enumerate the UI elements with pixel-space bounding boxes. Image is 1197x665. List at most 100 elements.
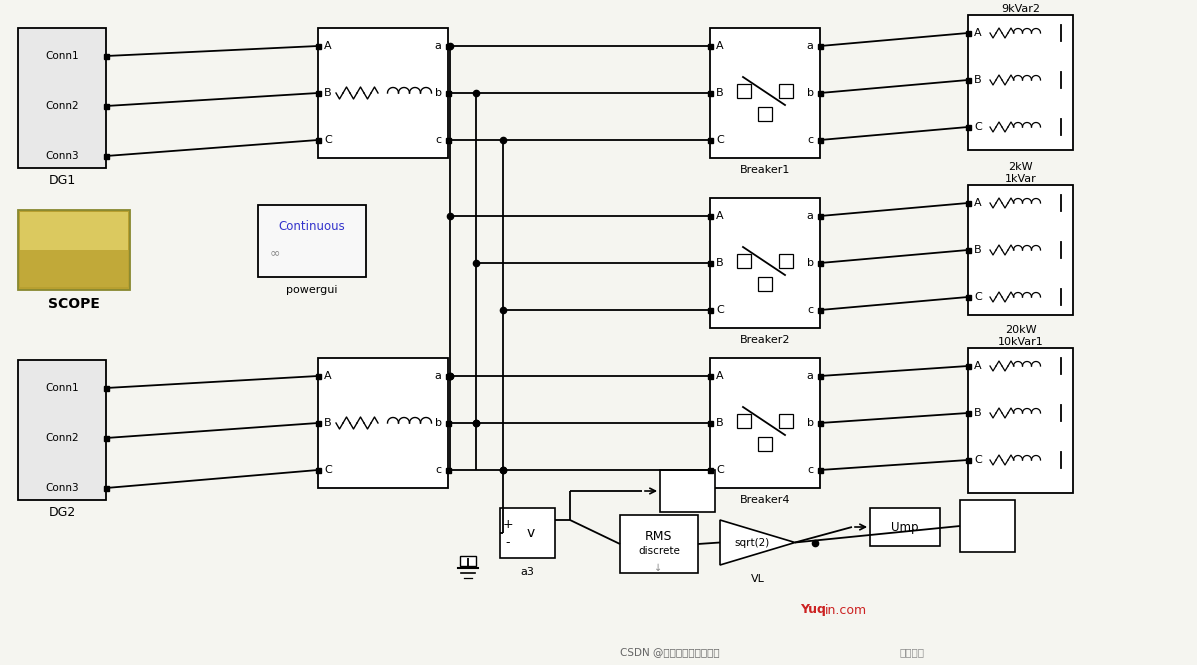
Bar [966,458,971,462]
Text: RMS: RMS [645,531,673,543]
Text: Ump: Ump [892,521,919,533]
Bar [818,261,822,265]
Text: C: C [974,122,982,132]
Text: A: A [716,211,724,221]
Bar [737,84,751,98]
Text: powergui: powergui [286,285,338,295]
Bar [20,212,128,250]
Text: a3: a3 [521,567,534,577]
Bar [460,556,476,566]
Bar [968,15,1073,150]
Bar [818,374,822,378]
Text: c: c [807,305,813,315]
Bar [818,467,822,473]
Bar [707,420,712,426]
Bar [966,124,971,130]
Bar [966,247,971,253]
Bar [445,374,450,378]
Text: c: c [435,135,440,145]
Bar [103,104,109,108]
Bar [818,138,822,142]
Text: DG2: DG2 [48,505,75,519]
Text: DG1: DG1 [48,174,75,186]
Bar [758,277,772,291]
Bar [707,213,712,219]
Text: Conn1: Conn1 [45,51,79,61]
Text: Conn1: Conn1 [45,383,79,393]
Bar [445,138,450,142]
Bar [707,307,712,313]
Text: a: a [807,211,814,221]
Bar [103,485,109,491]
Text: B: B [716,258,724,268]
Text: b: b [435,418,442,428]
Bar [966,364,971,368]
Text: 9kVar2: 9kVar2 [1001,4,1040,14]
Bar [966,410,971,416]
Text: C: C [974,292,982,302]
Bar [707,138,712,142]
Text: c: c [807,465,813,475]
Bar [968,348,1073,493]
Text: Breaker1: Breaker1 [740,165,790,175]
Bar [707,467,712,473]
Bar [103,436,109,440]
Bar [103,154,109,158]
Text: B: B [974,75,982,85]
Text: B: B [716,418,724,428]
Bar [316,420,321,426]
Bar [779,414,792,428]
Bar [870,508,940,546]
Polygon shape [721,520,795,565]
Text: 10kVar1: 10kVar1 [997,337,1044,347]
Text: v: v [527,526,535,540]
Bar [966,295,971,299]
Bar [316,90,321,96]
Text: 2kW: 2kW [1008,162,1033,172]
Text: 20kW: 20kW [1004,325,1037,335]
Text: 负载电压: 负载电压 [900,647,925,657]
Bar [758,437,772,451]
Text: B: B [974,245,982,255]
Bar [316,374,321,378]
Bar [818,90,822,96]
Text: b: b [807,88,814,98]
Bar [960,500,1015,552]
Text: B: B [324,418,332,428]
Text: B: B [716,88,724,98]
Bar [316,43,321,49]
Bar [103,386,109,390]
Text: a: a [807,41,814,51]
Bar [318,28,448,158]
Bar [710,198,820,328]
Bar [660,470,715,512]
Text: C: C [324,465,332,475]
Bar [620,515,698,573]
Text: Continuous: Continuous [279,221,346,233]
Text: b: b [807,258,814,268]
Text: A: A [974,28,982,38]
Text: Conn2: Conn2 [45,433,79,443]
Bar [707,374,712,378]
Text: A: A [324,41,332,51]
Text: a: a [807,371,814,381]
Bar [707,43,712,49]
Text: A: A [716,41,724,51]
Bar [818,213,822,219]
Text: Breaker2: Breaker2 [740,335,790,345]
Bar [445,467,450,473]
Bar [707,90,712,96]
Text: a: a [435,41,442,51]
Text: Conn2: Conn2 [45,101,79,111]
Text: CSDN @学习不好的猫猫电压: CSDN @学习不好的猫猫电压 [620,647,719,657]
Text: A: A [716,371,724,381]
Text: sqrt(2): sqrt(2) [735,537,770,547]
Text: b: b [435,88,442,98]
Bar [259,205,366,277]
Bar [103,53,109,59]
Bar [710,28,820,158]
Text: A: A [974,361,982,371]
Text: C: C [716,465,724,475]
Bar [445,90,450,96]
Text: b: b [807,418,814,428]
